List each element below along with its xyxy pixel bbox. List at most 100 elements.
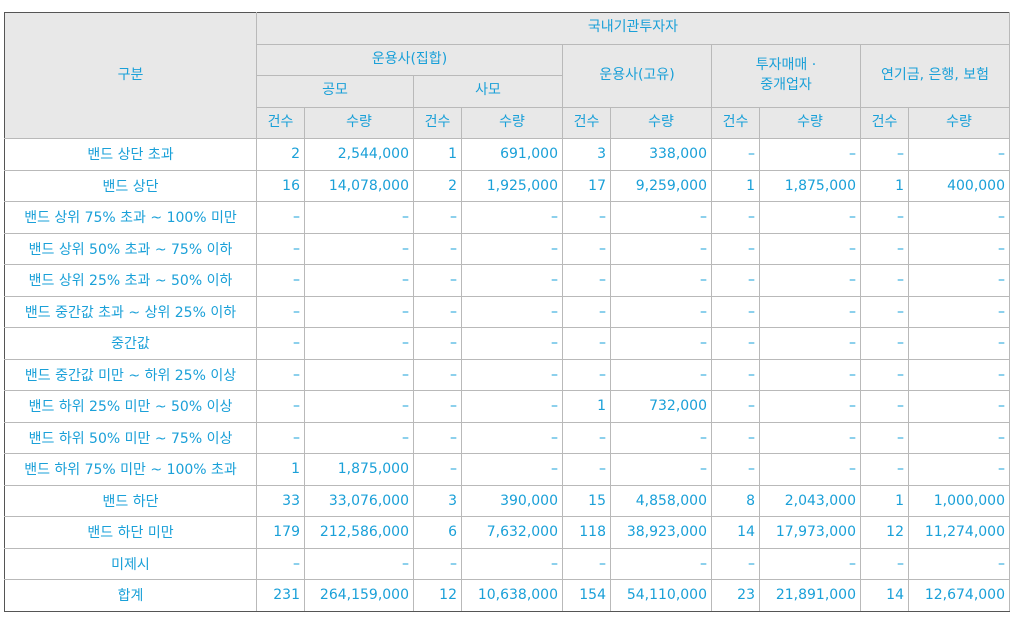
count-cell: – [413,358,462,391]
count-cell: – [413,201,462,234]
qty-cell: 1,000,000 [908,484,1010,517]
group-header-dealer-line1: 투자매매 · [755,56,817,73]
qty-cell: 9,259,000 [610,169,712,202]
qty-cell: – [304,264,414,297]
count-cell: – [860,547,909,580]
row-label: 밴드 하위 75% 미만 ~ 100% 초과 [4,453,257,486]
qty-cell: – [304,390,414,423]
allocation-table-container: 구분 국내기관투자자 운용사(집합) 운용사(고유) 투자매매 · 중개업자 연… [4,12,1010,612]
qty-cell: 1,875,000 [759,169,861,202]
qty-cell: – [304,547,414,580]
count-cell: 179 [256,516,305,549]
count-cell: 6 [413,516,462,549]
qty-header: 수량 [908,106,1010,139]
qty-cell: – [908,390,1010,423]
qty-cell: 11,274,000 [908,516,1010,549]
count-cell: – [711,232,760,265]
qty-cell: – [461,201,563,234]
qty-cell: – [461,421,563,454]
count-header: 건수 [860,106,909,139]
table-row: 밴드 상단 초과 2 2,544,000 1 691,000 3 338,000– – – – [4,138,1010,171]
group-header-collective: 운용사(집합) [256,43,563,76]
count-cell: – [562,327,611,360]
count-cell: 8 [711,484,760,517]
qty-cell: – [908,138,1010,171]
qty-cell: – [759,327,861,360]
count-header: 건수 [562,106,611,139]
qty-cell: – [610,453,712,486]
qty-cell: 264,159,000 [304,579,414,612]
group-header-dealer: 투자매매 · 중개업자 [711,43,861,108]
count-cell: 2 [413,169,462,202]
count-cell: 14 [711,516,760,549]
count-cell: – [256,421,305,454]
qty-header: 수량 [461,106,563,139]
qty-cell: – [610,232,712,265]
count-cell: – [562,547,611,580]
count-cell: – [711,421,760,454]
count-cell: – [711,295,760,328]
count-cell: – [711,390,760,423]
table-row: 밴드 하위 25% 미만 ~ 50% 이상 – – – –1 732,000– – – – [4,390,1010,423]
table-row: 밴드 하위 50% 미만 ~ 75% 이상 – – – – – – – – – – [4,421,1010,454]
count-cell: – [256,295,305,328]
count-cell: 12 [860,516,909,549]
count-cell: – [413,390,462,423]
count-cell: – [860,327,909,360]
row-label: 밴드 상단 초과 [4,138,257,171]
count-cell: – [562,358,611,391]
category-header: 구분 [4,12,257,139]
count-cell: 1 [413,138,462,171]
table-row: 중간값 – – – – – – – – – – [4,327,1010,360]
row-label: 밴드 하위 25% 미만 ~ 50% 이상 [4,390,257,423]
qty-cell: 14,078,000 [304,169,414,202]
count-cell: – [562,201,611,234]
qty-cell: – [304,421,414,454]
count-cell: – [413,421,462,454]
row-label: 밴드 중간값 미만 ~ 하위 25% 이상 [4,358,257,391]
subgroup-header-public: 공모 [256,75,414,108]
qty-cell: – [759,547,861,580]
count-cell: 12 [413,579,462,612]
count-cell: 16 [256,169,305,202]
count-cell: – [711,358,760,391]
row-label: 밴드 상단 [4,169,257,202]
qty-cell: – [759,201,861,234]
qty-cell: – [461,358,563,391]
qty-cell: 1,875,000 [304,453,414,486]
table-row: 밴드 하단 미만 179 212,586,000 6 7,632,000 118 38,92… [4,516,1010,549]
qty-cell: – [461,547,563,580]
table-row: 합계 231 264,159,000 12 10,638,000 154 54,110,00… [4,579,1010,612]
qty-cell: – [610,358,712,391]
qty-cell: – [610,201,712,234]
qty-cell: 390,000 [461,484,563,517]
qty-header: 수량 [759,106,861,139]
qty-cell: 400,000 [908,169,1010,202]
qty-cell: 38,923,000 [610,516,712,549]
qty-cell: – [759,358,861,391]
count-cell: – [711,264,760,297]
qty-cell: – [759,390,861,423]
count-cell: 1 [860,484,909,517]
count-cell: 3 [413,484,462,517]
count-cell: – [711,453,760,486]
count-cell: – [711,547,760,580]
subgroup-header-private: 사모 [413,75,563,108]
count-cell: – [711,327,760,360]
count-cell: – [860,201,909,234]
count-cell: 3 [562,138,611,171]
qty-cell: – [759,138,861,171]
count-cell: 14 [860,579,909,612]
count-cell: 1 [256,453,305,486]
count-cell: – [860,138,909,171]
count-cell: 1 [711,169,760,202]
qty-cell: 338,000 [610,138,712,171]
qty-cell: 4,858,000 [610,484,712,517]
count-cell: – [562,264,611,297]
qty-cell: 10,638,000 [461,579,563,612]
qty-cell: – [759,453,861,486]
qty-cell: 12,674,000 [908,579,1010,612]
count-cell: 17 [562,169,611,202]
qty-cell: – [908,295,1010,328]
qty-cell: – [908,358,1010,391]
